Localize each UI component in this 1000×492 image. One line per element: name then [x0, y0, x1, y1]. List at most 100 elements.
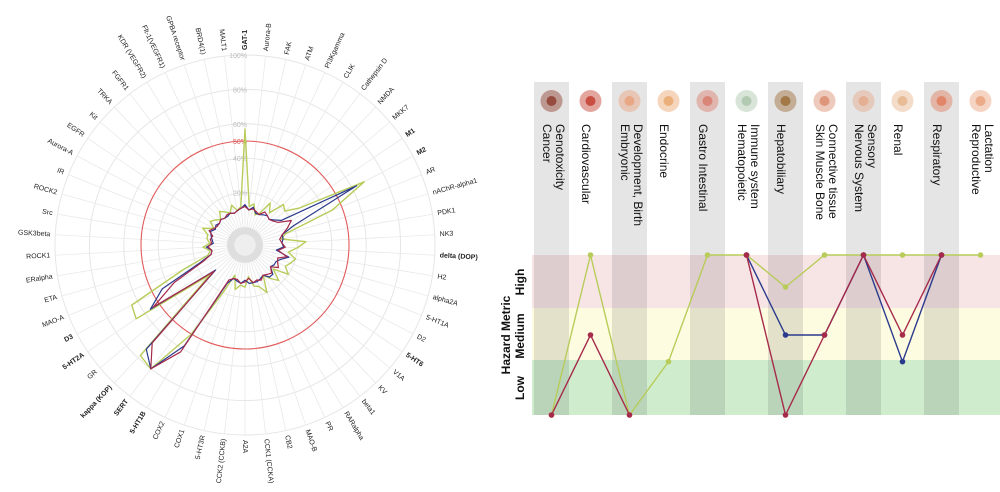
- organ-icon-core: [585, 96, 596, 106]
- hazard-chart: Cancer Genotoxicity Cardiovascular Embryoni…: [500, 82, 1000, 418]
- category-column: [612, 82, 647, 415]
- axis-label: SERT: [113, 398, 130, 418]
- category-column: [534, 82, 569, 415]
- axis-label: 5-HT3R: [195, 435, 207, 460]
- axis-label: Aurora-A: [46, 138, 74, 157]
- category-label: Connective tissue: [826, 124, 840, 219]
- category-label: Immune system: [748, 124, 762, 209]
- organ-icon-core: [780, 96, 791, 106]
- axis-label: M1: [405, 127, 417, 138]
- hazard-point: [782, 284, 789, 290]
- axis-label: NK3: [440, 231, 454, 239]
- ring-label: 80%: [233, 87, 247, 94]
- axis-label: Src: [42, 209, 54, 218]
- axis-label: A2A: [241, 440, 248, 454]
- axis-label: KV: [376, 384, 388, 396]
- hazard-point: [977, 252, 984, 258]
- hazard-band: [532, 255, 1000, 308]
- hazard-point: [626, 412, 633, 418]
- axis-label: ETA: [44, 294, 59, 304]
- axis-label: GAT-1: [242, 30, 249, 50]
- hazard-line: [550, 254, 981, 417]
- axis-label: 5-HT1B: [129, 410, 148, 435]
- axis-label: TRKA: [95, 88, 113, 107]
- category-label: Cancer: [540, 124, 554, 163]
- axis-label: beta1: [360, 398, 376, 416]
- axis-label: FAK: [284, 41, 294, 56]
- category-column: [690, 82, 725, 415]
- axis-label: 5-HT2A: [62, 352, 86, 372]
- category-label: Lactation: [982, 124, 996, 173]
- radar-center-inner: [234, 234, 256, 256]
- axis-label: CCK2 (CCKB): [216, 439, 228, 484]
- axis-label: COX2: [152, 421, 166, 441]
- organ-icon-core: [663, 96, 674, 106]
- hazard-point: [899, 332, 906, 338]
- organ-icon-core: [624, 96, 635, 106]
- organ-icon-core: [741, 96, 752, 106]
- threshold-label: 50%: [233, 139, 247, 146]
- category-label: Hepatobiliary: [774, 124, 788, 194]
- hazard-point: [821, 332, 828, 338]
- organ-icon-core: [936, 96, 947, 106]
- category-column: [924, 82, 959, 415]
- axis-label: NMDA: [377, 86, 396, 106]
- axis-label: ROCK2: [33, 183, 58, 196]
- axis-label: IR: [56, 167, 65, 176]
- axis-label: CB2: [283, 435, 293, 450]
- axis-label: PR: [323, 421, 333, 433]
- organ-icon-core: [858, 96, 869, 106]
- category-column: [846, 82, 881, 415]
- radar-series: [150, 205, 292, 370]
- radar-grid: [54, 54, 436, 436]
- axis-label: M2: [416, 146, 428, 157]
- category-label: Renal: [891, 124, 905, 155]
- axis-label: kappa (KOP): [80, 384, 114, 419]
- axis-label: ATM: [304, 46, 315, 62]
- category-label: Gastro Intestinal: [696, 124, 710, 211]
- axis-label: alpha2A: [432, 294, 459, 308]
- hazard-point: [821, 252, 828, 258]
- category-label: Genotoxicity: [553, 124, 567, 190]
- ring-label: 40%: [233, 156, 247, 163]
- axis-label: RARalpha: [342, 410, 365, 441]
- axis-label: CCK1 (CCKA): [262, 439, 274, 484]
- organ-icon-core: [546, 96, 557, 106]
- axis-label: PI3Kgamma: [324, 32, 347, 70]
- axis-label: CLIK: [343, 63, 357, 80]
- axis-label: PDK1: [437, 207, 456, 217]
- axis-label: GR: [86, 369, 99, 381]
- axis-label: COX1: [174, 429, 187, 449]
- axis-label: 5-HT1A: [425, 314, 450, 330]
- hazard-point: [743, 252, 750, 258]
- axis-label: GSK3beta: [18, 230, 51, 239]
- category-label: Nervous System: [852, 124, 866, 212]
- category-label: Reproductive: [969, 124, 983, 195]
- axis-label: Kit: [88, 111, 99, 122]
- hazard-point: [665, 358, 672, 365]
- axis-label: KDR (VEGFR2): [116, 34, 147, 80]
- category-label: Skin Muscle Bone: [813, 124, 827, 220]
- hazard-point: [548, 412, 555, 418]
- hazard-point: [899, 358, 906, 365]
- axis-label: D3: [63, 333, 74, 343]
- level-label: Medium: [513, 313, 527, 358]
- axis-label: Aurora-B: [263, 23, 273, 52]
- ring-label: 60%: [233, 122, 247, 129]
- axis-label: ERalpha: [26, 273, 54, 284]
- category-label: Development, Birth: [631, 124, 645, 226]
- hazard-point: [782, 332, 789, 338]
- axis-label: delta (DOP): [440, 252, 478, 261]
- axis-label: MAO-B: [304, 429, 318, 453]
- axis-label: ROCK1: [26, 252, 51, 260]
- radar-chart: 20% 40% 60% 80% 100% 50% GAT-1 Aurora-B FAK ATM PI…: [18, 15, 478, 484]
- axis-label: AR: [425, 166, 437, 176]
- level-label: Low: [513, 375, 527, 400]
- category-column: [768, 82, 803, 415]
- ring-label: 100%: [229, 53, 247, 60]
- axis-label: MALT1: [218, 29, 227, 52]
- axis-label: D2: [415, 334, 426, 344]
- hazard-point: [587, 332, 594, 338]
- hazard-point: [899, 252, 906, 258]
- axis-label: H2: [437, 273, 447, 281]
